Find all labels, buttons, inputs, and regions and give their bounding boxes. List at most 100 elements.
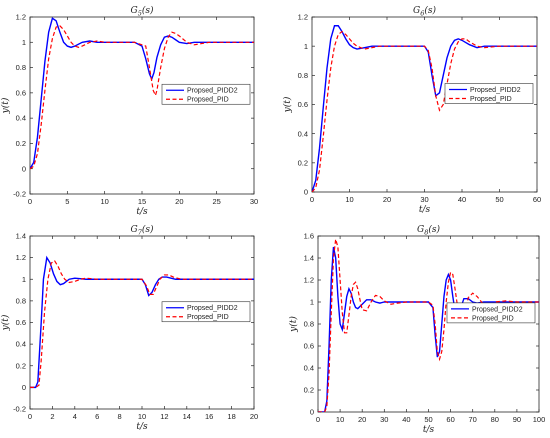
- x-tick-label: 90: [513, 415, 521, 424]
- x-tick-label: 60: [446, 415, 454, 424]
- x-tick-label: 6: [95, 412, 99, 421]
- y-tick-label: 1.6: [304, 232, 314, 241]
- x-tick-label: 14: [183, 412, 191, 421]
- x-tick-label: 0: [316, 415, 320, 424]
- chart-title: G8(s): [417, 224, 440, 237]
- legend-label: Propsed_PIDD2: [187, 88, 238, 95]
- y-tick-label: 0.2: [304, 386, 314, 395]
- legend-box: [444, 83, 534, 104]
- x-tick-label: 0: [28, 412, 32, 421]
- x-tick-label: 10: [336, 415, 344, 424]
- y-tick-label: 1.2: [16, 253, 26, 262]
- y-tick-label: 1: [304, 42, 308, 51]
- x-tick-label: 40: [402, 415, 410, 424]
- y-tick-label: 1.4: [16, 232, 26, 241]
- y-axis-label: y(t): [0, 314, 11, 331]
- x-tick-label: 12: [160, 412, 168, 421]
- x-tick-label: 4: [73, 412, 77, 421]
- x-axis-label: t/s: [136, 422, 148, 432]
- x-tick-label: 15: [138, 197, 146, 206]
- y-tick-label: 0.6: [298, 100, 308, 109]
- x-axis-label: t/s: [423, 425, 435, 435]
- legend-box: [161, 301, 251, 323]
- x-tick-label: 0: [310, 195, 314, 204]
- x-tick-label: 10: [138, 412, 146, 421]
- legend: Propsed_PIDD2 Propsed_PID: [161, 301, 251, 323]
- y-tick-label: 0.4: [304, 364, 314, 373]
- y-tick-label: 1: [310, 298, 314, 307]
- y-tick-label: 1.2: [16, 13, 26, 22]
- x-tick-label: 5: [65, 197, 69, 206]
- x-tick-label: 10: [100, 197, 108, 206]
- y-tick-label: 0: [22, 164, 26, 173]
- y-tick-label: 0.4: [16, 114, 26, 123]
- series-line-pid: [30, 260, 254, 388]
- y-axis-label: y(t): [288, 316, 299, 333]
- y-tick-label: 0: [310, 408, 314, 417]
- legend-box: [161, 83, 251, 105]
- series-line-pid: [318, 239, 539, 412]
- y-tick-label: 0.4: [16, 340, 26, 349]
- x-tick-label: 40: [458, 195, 466, 204]
- y-tick-label: 0.6: [16, 318, 26, 327]
- x-tick-label: 50: [424, 415, 432, 424]
- x-tick-label: 30: [420, 195, 428, 204]
- chart-panel-3: 0 2 4 6 8 10 12 14 16 18 20-0.200.20.40.60.811.21.…: [0, 224, 258, 432]
- series-line-pidd2: [312, 25, 537, 192]
- chart-panel-2: 0 10 20 30 40 50 60 0 0.2 0.4 0.6 0.8 1 1.2 G6(s) t/s y(…: [282, 5, 541, 215]
- chart-title: G7(s): [131, 224, 154, 237]
- chart-panel-1: 0 5 10 15 20 25 30-0.200.20.40.60.811.2G5(s)t/…: [0, 5, 258, 217]
- x-tick-label: 50: [495, 195, 503, 204]
- chart-title: G6(s): [413, 5, 436, 18]
- x-tick-label: 0: [28, 197, 32, 206]
- y-tick-label: 0.8: [298, 71, 308, 80]
- x-tick-label: 80: [491, 415, 499, 424]
- x-tick-label: 30: [250, 197, 258, 206]
- y-tick-label: 0.2: [298, 158, 308, 167]
- y-tick-label: 0.8: [16, 63, 26, 72]
- legend-label: Propsed_PIDD2: [472, 306, 523, 313]
- x-axis-label: t/s: [419, 205, 431, 215]
- y-tick-label: 0.2: [16, 361, 26, 370]
- x-tick-label: 2: [50, 412, 54, 421]
- legend-label: Propsed_PID: [187, 314, 229, 321]
- y-tick-label: 0.4: [298, 129, 308, 138]
- plot-area: [29, 235, 255, 410]
- legend: Propsed_PIDD2 Propsed_PID: [444, 83, 534, 104]
- y-tick-label: 0.2: [16, 139, 26, 148]
- y-tick-label: 1.2: [304, 276, 314, 285]
- legend-label: Propsed_PIDD2: [187, 305, 238, 312]
- y-tick-label: 0.6: [304, 342, 314, 351]
- x-tick-label: 16: [205, 412, 213, 421]
- y-tick-label: 1: [22, 38, 26, 47]
- x-tick-label: 20: [250, 412, 258, 421]
- x-tick-label: 70: [469, 415, 477, 424]
- x-tick-label: 60: [533, 195, 541, 204]
- x-tick-label: 25: [212, 197, 220, 206]
- legend-label: Propsed_PID: [187, 97, 229, 104]
- plot-area: [317, 235, 540, 413]
- x-tick-label: 8: [118, 412, 122, 421]
- x-axis-label: t/s: [136, 207, 148, 217]
- x-tick-label: 20: [175, 197, 183, 206]
- series-line-pid: [30, 25, 254, 170]
- y-axis-label: y(t): [0, 97, 11, 114]
- y-tick-label: 0.6: [16, 88, 26, 97]
- y-tick-label: 1: [22, 275, 26, 284]
- y-tick-label: 0: [304, 188, 308, 197]
- legend-label: Propsed_PID: [472, 315, 514, 322]
- legend: Propsed_PIDD2 Propsed_PID: [446, 302, 536, 324]
- x-tick-label: 100: [533, 415, 546, 424]
- y-tick-label: 0.8: [304, 320, 314, 329]
- x-tick-label: 20: [383, 195, 391, 204]
- chart-panel-4: 0 10 20 30 40 50 60 70 80 90 100 0 0.2 0.4 0.6 0.8 1 1.2 1…: [288, 224, 545, 435]
- chart-title: G5(s): [131, 5, 154, 18]
- y-tick-label: 1.4: [304, 254, 314, 263]
- legend-label: Propsed_PIDD2: [470, 87, 521, 94]
- legend-box: [446, 302, 536, 324]
- x-tick-label: 18: [227, 412, 235, 421]
- x-tick-label: 10: [345, 195, 353, 204]
- y-axis-label: y(t): [282, 96, 293, 113]
